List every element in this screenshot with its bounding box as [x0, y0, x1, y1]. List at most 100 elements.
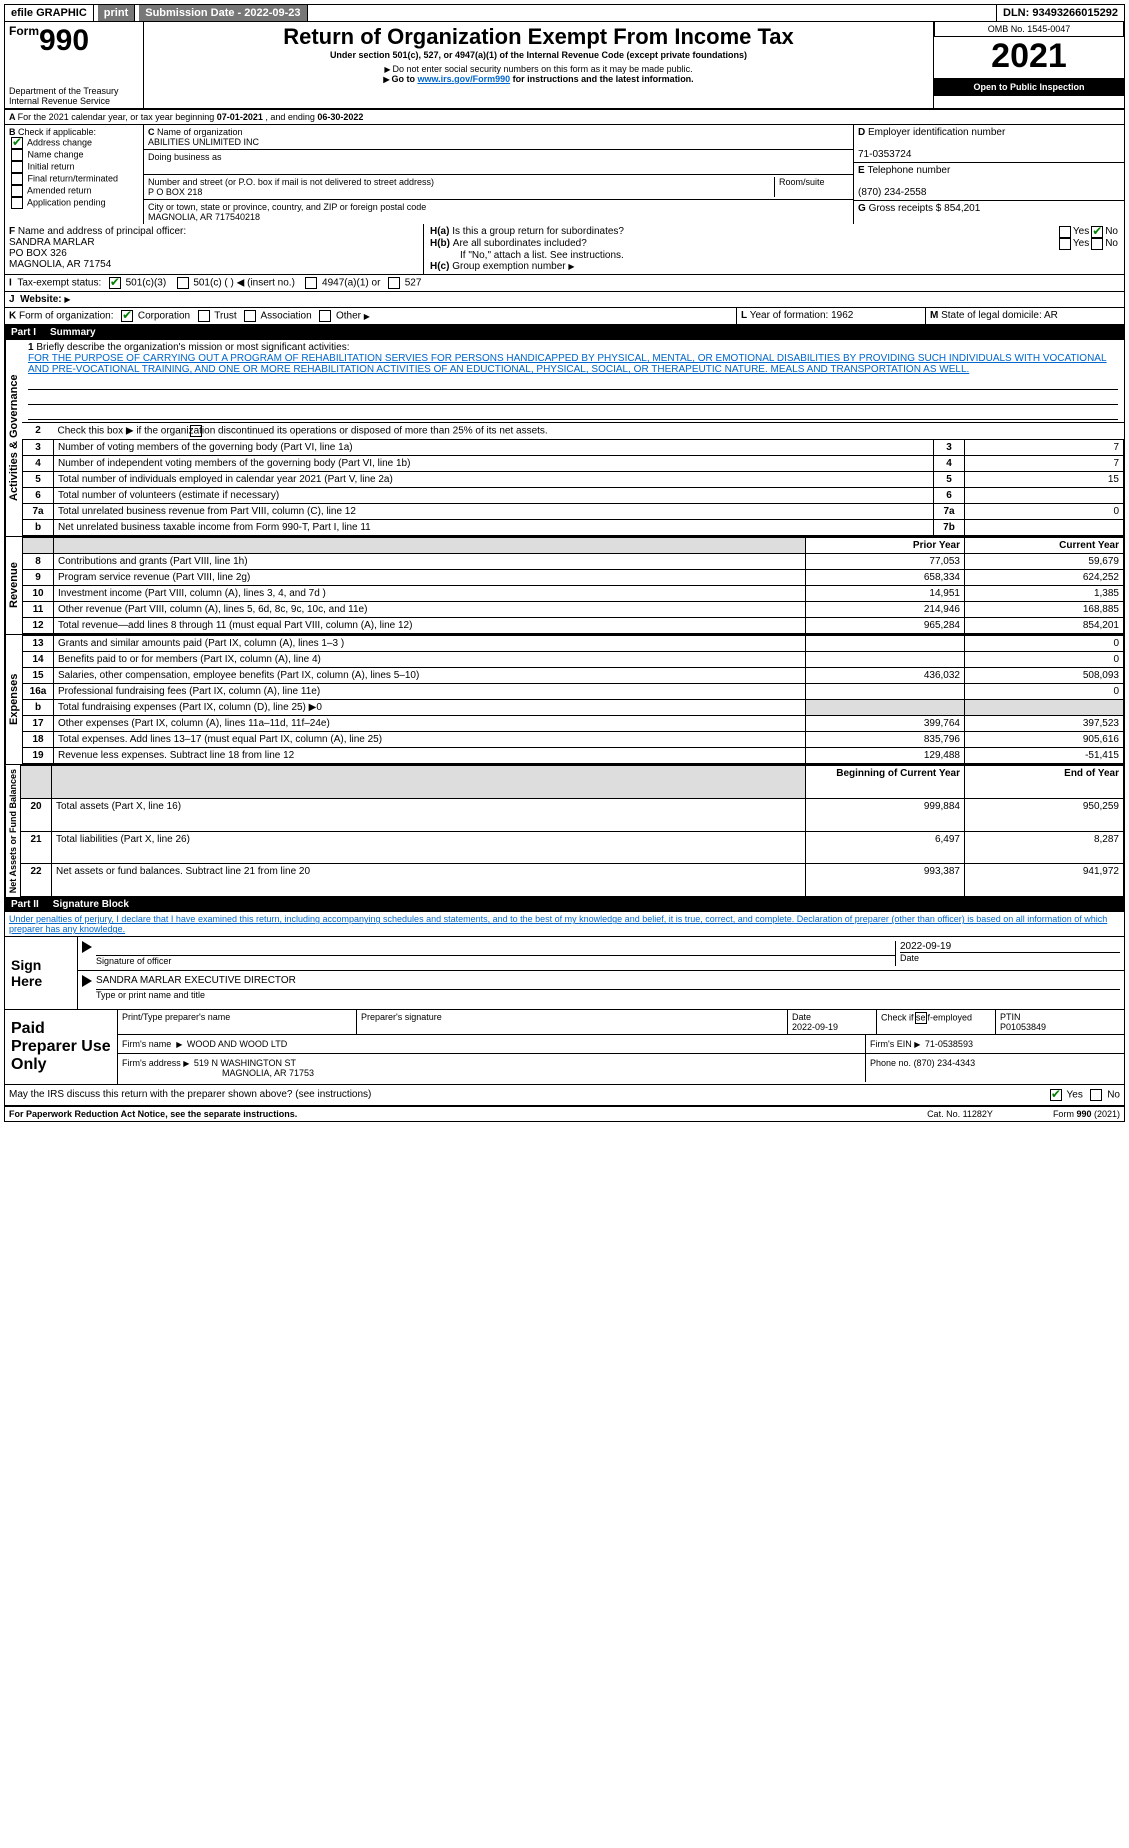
opt-final: Final return/terminated: [28, 173, 119, 183]
check-self-employed[interactable]: [915, 1012, 927, 1024]
opt-501c: 501(c) ( ): [193, 278, 234, 289]
table-net-assets: Beginning of Current YearEnd of Year 20T…: [20, 765, 1124, 897]
period-end: 06-30-2022: [317, 112, 363, 122]
check-other[interactable]: [319, 310, 331, 322]
row-22-eoy: 941,972: [965, 864, 1124, 897]
check-trust[interactable]: [198, 310, 210, 322]
opt-corp: Corporation: [138, 311, 190, 322]
paid-preparer-block: Paid Preparer Use Only Print/Type prepar…: [5, 1010, 1124, 1085]
perjury-declaration[interactable]: Under penalties of perjury, I declare th…: [5, 912, 1124, 936]
check-amended[interactable]: [11, 185, 23, 197]
sig-officer-label: Signature of officer: [96, 956, 895, 966]
row-16a-text: Professional fundraising fees (Part IX, …: [54, 684, 806, 700]
city-label: City or town, state or province, country…: [148, 202, 426, 212]
row-16b-text: Total fundraising expenses (Part IX, col…: [54, 700, 806, 716]
row-4-n: 4: [934, 456, 965, 472]
no-label: No: [1105, 238, 1118, 250]
irs-link[interactable]: www.irs.gov/Form990: [417, 74, 510, 84]
row-8-cy: 59,679: [965, 554, 1124, 570]
check-501c[interactable]: [177, 277, 189, 289]
ptin: P01053849: [1000, 1022, 1046, 1032]
row-19-text: Revenue less expenses. Subtract line 18 …: [54, 748, 806, 764]
org-name: ABILITIES UNLIMITED INC: [148, 137, 259, 147]
section-activities: Activities & Governance: [5, 340, 22, 536]
mission-text[interactable]: FOR THE PURPOSE OF CARRYING OUT A PROGRA…: [28, 353, 1107, 375]
row-15-py: 436,032: [806, 668, 965, 684]
row-20-boy: 999,884: [806, 798, 965, 831]
check-initial-return[interactable]: [11, 161, 23, 173]
tax-period-row: A For the 2021 calendar year, or tax yea…: [5, 110, 1124, 125]
row-7b-val: [965, 520, 1124, 536]
print-button[interactable]: print: [98, 5, 135, 21]
tax-year: 2021: [934, 37, 1124, 76]
prep-sig-label: Preparer's signature: [361, 1012, 442, 1022]
row-16a-cy: 0: [965, 684, 1124, 700]
check-discontinued[interactable]: [190, 425, 202, 437]
omb-number: OMB No. 1545-0047: [934, 22, 1124, 37]
check-final-return[interactable]: [11, 173, 23, 185]
check-discuss-no[interactable]: [1090, 1089, 1102, 1101]
officer-addr2: MAGNOLIA, AR 71754: [9, 259, 111, 270]
firm-phone: (870) 234-4343: [914, 1058, 976, 1068]
check-4947[interactable]: [305, 277, 317, 289]
website-row: J Website:: [5, 292, 1124, 308]
section-revenue: Revenue: [5, 537, 22, 634]
part-i-header: Part I Summary: [5, 325, 1124, 340]
row-18-cy: 905,616: [965, 732, 1124, 748]
check-ha-yes[interactable]: [1059, 226, 1071, 238]
col-boy: Beginning of Current Year: [806, 766, 965, 799]
check-assoc[interactable]: [244, 310, 256, 322]
ein: 71-0353724: [858, 149, 911, 160]
row-22-boy: 993,387: [806, 864, 965, 897]
yes-label: Yes: [1067, 1090, 1083, 1101]
period-label: For the 2021 calendar year, or tax year …: [18, 112, 217, 122]
check-name-change[interactable]: [11, 149, 23, 161]
opt-pending: Application pending: [27, 197, 106, 207]
row-15-text: Salaries, other compensation, employee b…: [54, 668, 806, 684]
check-hb-yes[interactable]: [1059, 238, 1071, 250]
check-527[interactable]: [388, 277, 400, 289]
firm-name: WOOD AND WOOD LTD: [187, 1039, 287, 1049]
part-ii-label: Part II: [11, 899, 53, 910]
check-corp[interactable]: [121, 310, 133, 322]
row-6-val: [965, 488, 1124, 504]
row-11-text: Other revenue (Part VIII, column (A), li…: [54, 602, 806, 618]
row-7a-n: 7a: [934, 504, 965, 520]
check-hb-no[interactable]: [1091, 238, 1103, 250]
row-12-py: 965,284: [806, 618, 965, 634]
section-net-assets: Net Assets or Fund Balances: [5, 765, 20, 897]
part-i-label: Part I: [11, 327, 50, 338]
irs-label: Internal Revenue Service: [9, 96, 139, 106]
box-j-label: Website:: [20, 294, 62, 305]
addr-label: Number and street (or P.O. box if mail i…: [148, 177, 434, 187]
dept-treasury: Department of the Treasury: [9, 86, 139, 96]
row-12-cy: 854,201: [965, 618, 1124, 634]
section-expenses: Expenses: [5, 635, 22, 764]
period-mid: , and ending: [263, 112, 318, 122]
row-4-val: 7: [965, 456, 1124, 472]
row-10-text: Investment income (Part VIII, column (A)…: [54, 586, 806, 602]
telephone: (870) 234-2558: [858, 187, 926, 198]
row-7b-n: 7b: [934, 520, 965, 536]
row-9-text: Program service revenue (Part VIII, line…: [54, 570, 806, 586]
officer-name: SANDRA MARLAR: [9, 237, 95, 248]
check-address-change[interactable]: [11, 137, 23, 149]
check-app-pending[interactable]: [11, 197, 23, 209]
opt-insert: (insert no.): [247, 278, 295, 289]
row-20-text: Total assets (Part X, line 16): [52, 798, 806, 831]
arrow-icon: [183, 1058, 191, 1068]
paid-preparer-label: Paid Preparer Use Only: [5, 1010, 118, 1084]
check-501c3[interactable]: [109, 277, 121, 289]
gross-receipts: 854,201: [944, 203, 980, 214]
check-ha-no[interactable]: [1091, 226, 1103, 238]
row-17-py: 399,764: [806, 716, 965, 732]
row-7b-text: Net unrelated business taxable income fr…: [54, 520, 934, 536]
box-b-label: Check if applicable:: [18, 127, 96, 137]
prep-date: 2022-09-19: [792, 1022, 838, 1032]
row-11-cy: 168,885: [965, 602, 1124, 618]
row-13-cy: 0: [965, 636, 1124, 652]
check-discuss-yes[interactable]: [1050, 1089, 1062, 1101]
part-ii-title: Signature Block: [53, 899, 129, 910]
opt-initial: Initial return: [28, 161, 75, 171]
row-21-boy: 6,497: [806, 831, 965, 864]
